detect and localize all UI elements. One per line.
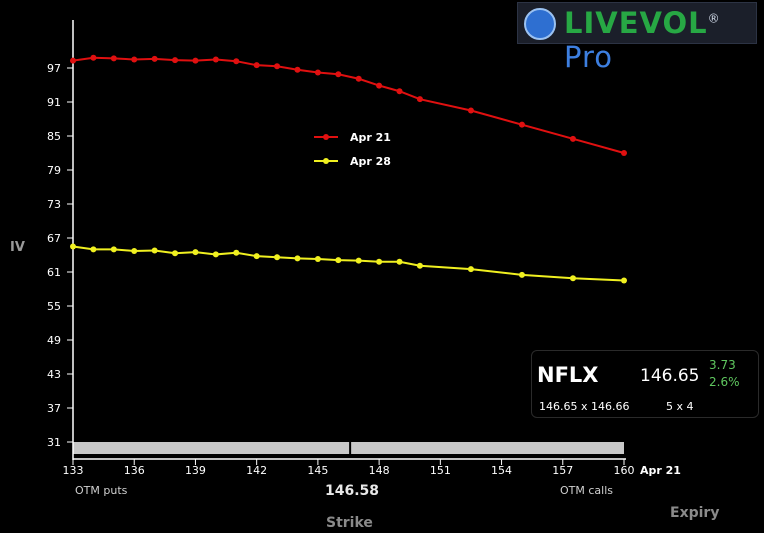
data-point — [212, 56, 219, 63]
ticker-panel: NFLX 146.65 3.73 2.6% 146.65 x 146.66 5 … — [531, 350, 759, 418]
y-tick-label: 97 — [47, 62, 61, 75]
y-tick-label: 43 — [47, 368, 61, 381]
x-axis-label: Strike — [326, 515, 373, 531]
data-point — [396, 88, 403, 95]
data-point — [131, 248, 138, 255]
x-tick-label: 154 — [491, 464, 512, 477]
data-point — [172, 250, 179, 257]
ticker-symbol: NFLX — [537, 363, 599, 387]
y-axis-label: IV — [10, 240, 25, 255]
data-point — [151, 55, 158, 62]
livevol-logo: LIVEVOL® Pro — [517, 2, 757, 74]
legend-swatch-dot — [323, 158, 329, 164]
series-line-apr-21 — [72, 56, 625, 154]
x-tick-label: 139 — [185, 464, 206, 477]
data-point — [90, 246, 97, 253]
data-point — [467, 107, 474, 114]
y-tick-label: 85 — [47, 130, 61, 143]
x-tick-label: 148 — [369, 464, 390, 477]
expiry-tick-label: Apr 21 — [640, 464, 681, 477]
data-point — [621, 150, 627, 156]
last-price: 146.65 — [640, 366, 700, 386]
otm-calls-strip — [351, 442, 624, 454]
data-point — [212, 251, 219, 258]
bid-ask-size: 5 x 4 — [666, 400, 694, 413]
legend-label: Apr 28 — [350, 155, 391, 168]
price-change: 3.73 2.6% — [709, 357, 740, 391]
data-point — [621, 277, 627, 284]
data-point — [274, 254, 281, 261]
data-point — [233, 58, 240, 65]
data-point — [335, 71, 342, 78]
otm-puts-strip — [73, 442, 350, 454]
data-point — [192, 249, 199, 256]
x-tick-label: 133 — [63, 464, 84, 477]
y-tick-label: 37 — [47, 402, 61, 415]
y-tick-label: 79 — [47, 164, 61, 177]
brand-suffix: Pro — [564, 40, 614, 74]
data-point — [70, 57, 76, 64]
data-point — [416, 96, 423, 103]
legend-swatch-dot — [323, 134, 329, 140]
logo-text: LIVEVOL® Pro — [564, 6, 756, 74]
y-tick-label: 67 — [47, 232, 61, 245]
otm-puts-label: OTM puts — [75, 484, 128, 497]
series-line-apr-28 — [72, 245, 625, 282]
y-tick-label: 49 — [47, 334, 61, 347]
data-point — [518, 271, 525, 278]
data-point — [172, 57, 179, 64]
data-point — [151, 247, 158, 254]
x-tick-label: 160 — [614, 464, 635, 477]
change-percent: 2.6% — [709, 375, 740, 389]
change-value: 3.73 — [709, 358, 736, 372]
data-point — [233, 249, 240, 256]
data-point — [70, 243, 76, 250]
livevol-globe-icon — [524, 8, 556, 40]
expiry-axis-label[interactable]: Expiry — [670, 505, 720, 521]
data-point — [416, 262, 423, 269]
data-point — [314, 69, 321, 76]
y-tick-label: 73 — [47, 198, 61, 211]
x-tick-label: 151 — [430, 464, 451, 477]
data-point — [314, 255, 321, 262]
data-point — [110, 246, 117, 253]
y-tick-label: 55 — [47, 300, 61, 313]
data-point — [192, 57, 199, 64]
data-point — [355, 257, 362, 264]
data-point — [569, 275, 576, 282]
brand-name: LIVEVOL — [564, 6, 708, 40]
x-tick-label: 136 — [124, 464, 145, 477]
data-point — [294, 255, 301, 262]
data-point — [376, 258, 383, 265]
data-point — [335, 257, 342, 264]
data-point — [294, 66, 301, 73]
data-point — [569, 135, 576, 142]
y-tick-label: 31 — [47, 436, 61, 449]
legend-label: Apr 21 — [350, 131, 391, 144]
data-point — [376, 82, 383, 89]
data-point — [518, 121, 525, 128]
data-point — [274, 63, 281, 70]
underlying-price-label: 146.58 — [325, 483, 380, 499]
x-tick-label: 157 — [552, 464, 573, 477]
y-tick-label: 61 — [47, 266, 61, 279]
x-tick-label: 142 — [246, 464, 267, 477]
otm-calls-label: OTM calls — [560, 484, 613, 497]
data-point — [131, 56, 138, 63]
y-tick-label: 91 — [47, 96, 61, 109]
data-point — [253, 62, 260, 69]
data-point — [467, 266, 474, 273]
x-tick-label: 145 — [307, 464, 328, 477]
data-point — [110, 55, 117, 62]
bid-ask: 146.65 x 146.66 — [539, 400, 630, 413]
data-point — [90, 54, 97, 61]
data-point — [253, 253, 260, 260]
data-point — [396, 258, 403, 265]
brand-reg-mark: ® — [707, 11, 721, 26]
data-point — [355, 75, 362, 82]
